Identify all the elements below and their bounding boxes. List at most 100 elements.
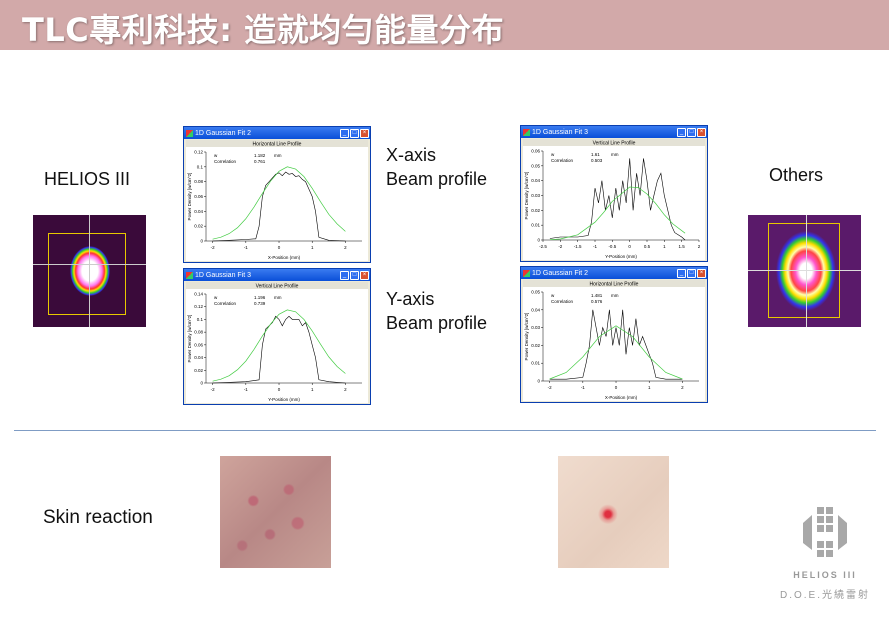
chart-window: 1D Gaussian Fit 3 _ □ × Vertical Line Profil…	[183, 268, 371, 405]
gaussian-fit-line	[549, 186, 686, 241]
x-tick-label: 0	[628, 244, 631, 249]
close-button[interactable]: ×	[697, 268, 706, 278]
y-tick-label: 0.02	[194, 224, 203, 229]
correlation-label: Correlation	[214, 159, 237, 164]
y-axis-label: Y-axis Beam profile	[386, 287, 487, 335]
minimize-button[interactable]: _	[677, 127, 686, 137]
chart-title: Horizontal Line Profile	[590, 282, 639, 288]
x-axis-label: Y-Position (mm)	[605, 254, 637, 259]
measured-profile-line	[549, 158, 686, 241]
w-label: w	[214, 295, 218, 300]
x-axis-label: X-Position (mm)	[605, 395, 638, 400]
y-tick-label: 0.1	[197, 164, 204, 169]
measured-profile-line	[549, 309, 683, 380]
y-tick-label: 0	[537, 379, 540, 384]
gaussian-fit-line	[549, 325, 683, 380]
app-icon	[186, 129, 193, 137]
y-tick-label: 0.12	[194, 304, 203, 309]
w-value: 1.481	[591, 293, 603, 298]
app-icon	[523, 128, 530, 136]
x-tick-label: -1	[244, 387, 248, 392]
section-divider	[14, 430, 876, 431]
title-bar: TLC專利科技: 造就均勻能量分布	[0, 0, 889, 50]
correlation-value: 0.576	[591, 299, 603, 304]
logo-tagline: D.O.E.光繞雷射	[779, 590, 870, 601]
line-profile-chart: Vertical Line Profile 0 0.02 0.04 0.06 0.08 0.…	[186, 282, 368, 403]
close-button[interactable]: ×	[697, 127, 706, 137]
x-tick-label: -1	[244, 245, 248, 250]
chart-title-strip	[186, 282, 368, 289]
x-axis-label: X-axis Beam profile	[386, 143, 487, 191]
chart-title: Vertical Line Profile	[593, 141, 636, 147]
helios-label: HELIOS III	[44, 169, 131, 189]
window-title-bar: 1D Gaussian Fit 2 _ □ ×	[521, 267, 707, 279]
app-icon	[523, 269, 530, 277]
minimize-button[interactable]: _	[677, 268, 686, 278]
y-tick-label: 0.1	[197, 317, 204, 322]
y-tick-label: 0	[200, 239, 203, 244]
y-tick-label: 0.08	[194, 179, 203, 184]
others-label: Others	[769, 165, 824, 185]
w-unit: mm	[274, 153, 282, 158]
y-axis-label: Power Density [w/cm^2]	[187, 173, 192, 221]
minimize-button[interactable]: _	[340, 270, 349, 280]
maximize-button[interactable]: □	[350, 128, 359, 138]
y-tick-label: 0.06	[194, 342, 203, 347]
y-tick-label: 0.01	[531, 223, 540, 228]
minimize-button[interactable]: _	[340, 128, 349, 138]
y-tick-label: 0.04	[194, 209, 203, 214]
y-axis-text: Y-axis	[386, 289, 435, 309]
window-title-bar: 1D Gaussian Fit 3 _ □ ×	[521, 126, 707, 138]
y-axis-label: Power Density [w/cm^2]	[187, 315, 192, 363]
beam-crosshair-v	[806, 215, 807, 327]
chart-title-strip	[523, 139, 705, 146]
line-profile-chart: Horizontal Line Profile 0 0.01 0.02 0.03 0.04…	[523, 280, 705, 401]
x-tick-label: 0	[615, 385, 618, 390]
gaussian-fit-line	[212, 166, 346, 240]
y-tick-label: 0.04	[194, 355, 203, 360]
x-tick-label: 0.5	[644, 244, 651, 249]
w-value: 1.61	[591, 152, 600, 157]
y-tick-label: 0.08	[194, 330, 203, 335]
others-beam-image	[748, 215, 861, 327]
window-title-bar: 1D Gaussian Fit 3 _ □ ×	[184, 269, 370, 281]
logo-brand: HELIOS III	[793, 570, 857, 580]
beam-crosshair-h	[748, 270, 861, 271]
x-beam-text: Beam profile	[386, 169, 488, 189]
y-tick-label: 0.02	[531, 343, 540, 348]
y-tick-label: 0.04	[531, 307, 540, 312]
close-button[interactable]: ×	[360, 270, 369, 280]
y-tick-label: 0.06	[194, 194, 203, 199]
x-tick-label: 1	[311, 387, 314, 392]
y-tick-label: 0.05	[531, 163, 540, 168]
x-tick-label: -0.5	[608, 244, 616, 249]
y-axis-label: Power Density [w/cm^2]	[524, 172, 529, 220]
beam-crosshair-v	[89, 215, 90, 327]
correlation-label: Correlation	[214, 301, 237, 306]
y-tick-label: 0.05	[531, 290, 540, 295]
y-beam-text: Beam profile	[386, 313, 488, 333]
x-tick-label: -2	[548, 385, 552, 390]
chart-title-strip	[186, 140, 368, 147]
w-label: w	[551, 293, 555, 298]
chart-title: Horizontal Line Profile	[253, 142, 302, 148]
window-title-bar: 1D Gaussian Fit 2 _ □ ×	[184, 127, 370, 139]
w-label: w	[214, 153, 218, 158]
x-tick-label: -2	[558, 244, 562, 249]
correlation-value: 0.739	[254, 301, 266, 306]
maximize-button[interactable]: □	[350, 270, 359, 280]
chart-window: 1D Gaussian Fit 2 _ □ × Horizontal Line Prof…	[520, 266, 708, 403]
maximize-button[interactable]: □	[687, 268, 696, 278]
x-tick-label: -1	[593, 244, 597, 249]
x-tick-label: 0	[278, 387, 281, 392]
measured-profile-line	[212, 171, 346, 242]
x-axis-label: X-Position (mm)	[268, 255, 301, 260]
close-button[interactable]: ×	[360, 128, 369, 138]
gaussian-fit-line	[212, 309, 346, 382]
y-tick-label: 0.02	[194, 368, 203, 373]
w-label: w	[551, 152, 555, 157]
w-unit: mm	[274, 295, 282, 300]
chart-title-strip	[523, 280, 705, 287]
maximize-button[interactable]: □	[687, 127, 696, 137]
w-unit: mm	[611, 152, 619, 157]
